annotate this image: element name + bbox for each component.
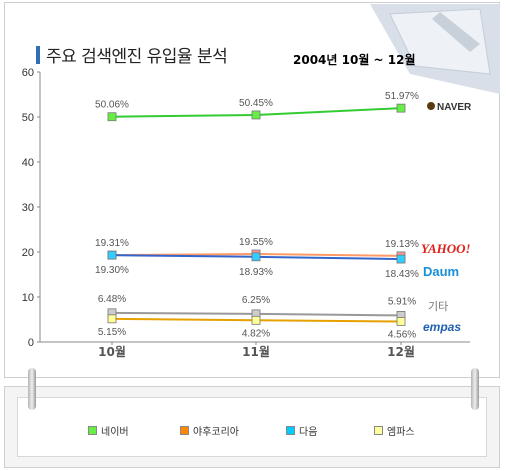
data-label: 4.56% <box>388 329 416 340</box>
logos: NAVER YAHOO! Daum 기타 empas <box>421 102 472 334</box>
other-label: 기타 <box>428 300 448 313</box>
binder-ring-right-lower <box>471 378 479 410</box>
data-label: 6.25% <box>242 295 270 306</box>
x-tick-label: 11월 <box>242 344 270 359</box>
y-tick-label: 30 <box>22 202 34 214</box>
data-point <box>107 314 117 324</box>
legend-swatch <box>180 426 189 435</box>
data-point <box>396 254 406 264</box>
data-label: 18.93% <box>239 267 273 278</box>
title-accent-bar <box>36 46 40 64</box>
data-label: 50.45% <box>239 98 273 109</box>
legend-swatch <box>88 426 97 435</box>
line-chart: 0 10 20 30 40 50 60 10월 11월 12월 50.06% 50.45% 51.97… <box>22 67 472 359</box>
legend-label: 엠파스 <box>387 427 415 438</box>
legend-label: 다음 <box>299 427 318 438</box>
naver-logo-text: NAVER <box>437 102 472 113</box>
series-layer: 50.06% 50.45%51.97%19.31% 19.55% 19.13%19.3… <box>95 91 419 340</box>
legend-label: 네이버 <box>101 427 129 438</box>
data-point <box>107 250 117 260</box>
data-point <box>396 103 406 113</box>
series-다음: 19.30% 18.93% 18.43% <box>95 250 419 280</box>
data-label: 19.31% <box>95 238 129 249</box>
chart-title: 주요 검색엔진 유입율 분석 <box>46 47 228 67</box>
data-label: 50.06% <box>95 100 129 111</box>
axes: 0 10 20 30 40 50 60 10월 11월 12월 <box>22 67 470 359</box>
legend-label: 야후코리아 <box>193 427 239 438</box>
chart-subtitle: 2004년 10월 ~ 12월 <box>293 53 416 67</box>
y-tick-label: 40 <box>22 157 34 169</box>
series-기타: 6.48% 6.25% 5.91% <box>98 294 416 320</box>
yahoo-logo: YAHOO! <box>421 241 471 256</box>
x-tick-label: 12월 <box>387 344 415 359</box>
data-label: 51.97% <box>385 91 419 102</box>
legend-panel: 네이버 야후코리아 다음 엠파스 <box>4 386 500 468</box>
data-point <box>107 112 117 122</box>
naver-logo: NAVER <box>427 102 472 113</box>
y-tick-label: 10 <box>22 292 34 304</box>
data-label: 5.15% <box>98 327 126 338</box>
empas-logo: empas <box>423 320 461 334</box>
data-label: 18.43% <box>385 269 419 280</box>
x-tick-label: 10월 <box>98 344 126 359</box>
data-label: 4.82% <box>242 328 270 339</box>
legend-item: 엠파스 <box>374 423 415 438</box>
legend-item: 네이버 <box>88 423 129 438</box>
data-point <box>251 315 261 325</box>
legend: 네이버 야후코리아 다음 엠파스 <box>17 397 487 457</box>
series-엠파스: 5.15% 4.82% 4.56% <box>98 314 416 340</box>
data-point <box>251 110 261 120</box>
y-tick-label: 60 <box>22 67 34 79</box>
data-label: 19.30% <box>95 265 129 276</box>
legend-swatch <box>374 426 383 435</box>
binder-ring-left-lower <box>28 378 36 410</box>
legend-item: 야후코리아 <box>180 423 239 438</box>
paper-graphic <box>370 4 500 94</box>
data-label: 19.55% <box>239 237 273 248</box>
series-네이버: 50.06% 50.45% 51.97% <box>95 91 419 122</box>
data-label: 19.13% <box>385 239 419 250</box>
y-tick-label: 20 <box>22 247 34 259</box>
data-label: 6.48% <box>98 294 126 305</box>
data-point <box>396 317 406 326</box>
legend-item: 다음 <box>286 423 317 438</box>
y-tick-label: 0 <box>28 337 34 349</box>
y-tick-label: 50 <box>22 112 34 124</box>
legend-swatch <box>286 426 295 435</box>
daum-logo: Daum <box>423 264 459 279</box>
data-label: 5.91% <box>388 296 416 307</box>
data-point <box>251 252 261 262</box>
